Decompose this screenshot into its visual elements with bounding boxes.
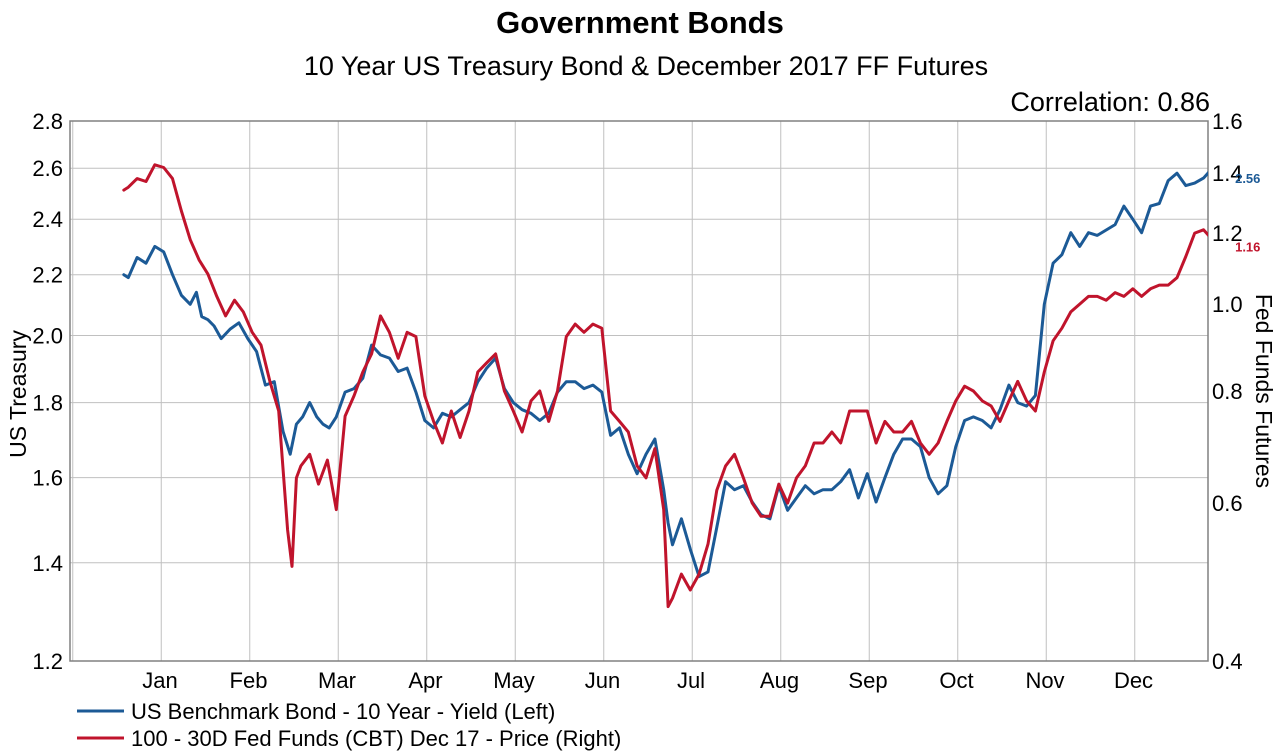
x-tick-label: Jul bbox=[677, 668, 705, 693]
legend-item-treasury: US Benchmark Bond - 10 Year - Yield (Lef… bbox=[77, 699, 555, 724]
left-axis-ticks: 2.8 2.6 2.4 2.2 2.0 1.8 1.6 1.4 1.2 bbox=[32, 109, 63, 674]
x-tick-label: Mar bbox=[318, 668, 356, 693]
legend-label-fedfunds: 100 - 30D Fed Funds (CBT) Dec 17 - Price… bbox=[131, 726, 621, 751]
right-tick-label: 0.8 bbox=[1212, 379, 1243, 404]
left-tick-label: 1.2 bbox=[32, 649, 63, 674]
x-tick-label: Aug bbox=[760, 668, 799, 693]
grid bbox=[70, 120, 1208, 662]
legend-item-fedfunds: 100 - 30D Fed Funds (CBT) Dec 17 - Price… bbox=[77, 726, 621, 751]
right-tick-label: 1.6 bbox=[1212, 109, 1243, 134]
x-tick-label: Jan bbox=[142, 668, 177, 693]
left-tick-label: 2.2 bbox=[32, 263, 63, 288]
left-tick-label: 1.6 bbox=[32, 466, 63, 491]
left-tick-label: 2.4 bbox=[32, 207, 63, 232]
chart-subtitle: 10 Year US Treasury Bond & December 2017… bbox=[304, 51, 988, 81]
left-axis-label: US Treasury bbox=[5, 330, 31, 458]
treasury-end-value: 2.56 bbox=[1235, 171, 1260, 186]
x-tick-label: May bbox=[493, 668, 535, 693]
chart-title: Government Bonds bbox=[496, 5, 784, 40]
left-tick-label: 1.4 bbox=[32, 551, 63, 576]
x-tick-label: Jun bbox=[585, 668, 620, 693]
x-tick-label: Oct bbox=[939, 668, 973, 693]
left-tick-label: 2.6 bbox=[32, 156, 63, 181]
x-tick-label: Feb bbox=[230, 668, 268, 693]
fed-funds-end-value: 1.16 bbox=[1235, 239, 1260, 254]
right-axis-ticks: 1.6 1.4 1.2 1.0 0.8 0.6 0.4 bbox=[1212, 109, 1243, 674]
correlation-annotation: Correlation: 0.86 bbox=[1010, 87, 1210, 117]
x-tick-label: Nov bbox=[1025, 668, 1064, 693]
x-tick-label: Apr bbox=[408, 668, 442, 693]
end-labels: 2.56 1.16 bbox=[1235, 171, 1260, 254]
legend-label-treasury: US Benchmark Bond - 10 Year - Yield (Lef… bbox=[131, 699, 555, 724]
right-axis-label: Fed Funds Futures bbox=[1251, 294, 1277, 488]
x-axis-ticks: Jan Feb Mar Apr May Jun Jul Aug Sep Oct Nov Dec bbox=[142, 668, 1153, 693]
right-tick-label: 1.2 bbox=[1212, 221, 1243, 246]
left-tick-label: 2.8 bbox=[32, 109, 63, 134]
left-tick-label: 1.8 bbox=[32, 391, 63, 416]
right-tick-label: 1.0 bbox=[1212, 292, 1243, 317]
right-tick-label: 0.4 bbox=[1212, 649, 1243, 674]
series-layer bbox=[122, 163, 1208, 609]
fed-funds-futures-line bbox=[122, 163, 1208, 609]
x-tick-label: Dec bbox=[1114, 668, 1153, 693]
left-tick-label: 2.0 bbox=[32, 323, 63, 348]
treasury-yield-line bbox=[122, 170, 1208, 579]
x-tick-label: Sep bbox=[848, 668, 887, 693]
right-tick-label: 0.6 bbox=[1212, 491, 1243, 516]
right-tick-label: 1.4 bbox=[1212, 161, 1243, 186]
legend: US Benchmark Bond - 10 Year - Yield (Lef… bbox=[77, 699, 621, 751]
plot-frame bbox=[69, 120, 1209, 662]
